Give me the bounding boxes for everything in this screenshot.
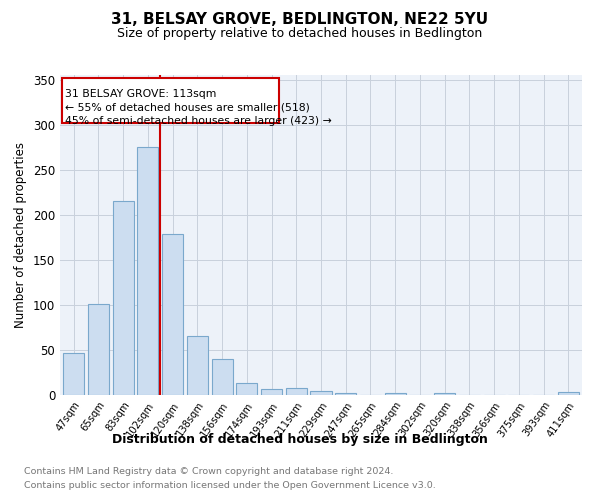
Text: 45% of semi-detached houses are larger (423) →: 45% of semi-detached houses are larger (… bbox=[65, 116, 331, 126]
Text: Distribution of detached houses by size in Bedlington: Distribution of detached houses by size … bbox=[112, 432, 488, 446]
Bar bbox=[187, 336, 208, 395]
Bar bbox=[558, 392, 579, 395]
Bar bbox=[88, 304, 109, 395]
FancyBboxPatch shape bbox=[62, 78, 280, 123]
Text: ← 55% of detached houses are smaller (518): ← 55% of detached houses are smaller (51… bbox=[65, 103, 310, 113]
Bar bbox=[63, 352, 84, 395]
Y-axis label: Number of detached properties: Number of detached properties bbox=[14, 142, 28, 328]
Bar bbox=[212, 359, 233, 395]
Bar bbox=[113, 201, 134, 395]
Bar bbox=[162, 234, 183, 395]
Bar bbox=[434, 393, 455, 395]
Bar bbox=[310, 392, 332, 395]
Bar bbox=[137, 147, 158, 395]
Bar bbox=[286, 388, 307, 395]
Text: 31 BELSAY GROVE: 113sqm: 31 BELSAY GROVE: 113sqm bbox=[65, 90, 216, 100]
Text: Contains public sector information licensed under the Open Government Licence v3: Contains public sector information licen… bbox=[24, 481, 436, 490]
Text: 31, BELSAY GROVE, BEDLINGTON, NE22 5YU: 31, BELSAY GROVE, BEDLINGTON, NE22 5YU bbox=[112, 12, 488, 28]
Bar bbox=[236, 384, 257, 395]
Text: Contains HM Land Registry data © Crown copyright and database right 2024.: Contains HM Land Registry data © Crown c… bbox=[24, 468, 394, 476]
Bar bbox=[261, 388, 282, 395]
Text: Size of property relative to detached houses in Bedlington: Size of property relative to detached ho… bbox=[118, 28, 482, 40]
Bar bbox=[335, 393, 356, 395]
Bar bbox=[385, 393, 406, 395]
